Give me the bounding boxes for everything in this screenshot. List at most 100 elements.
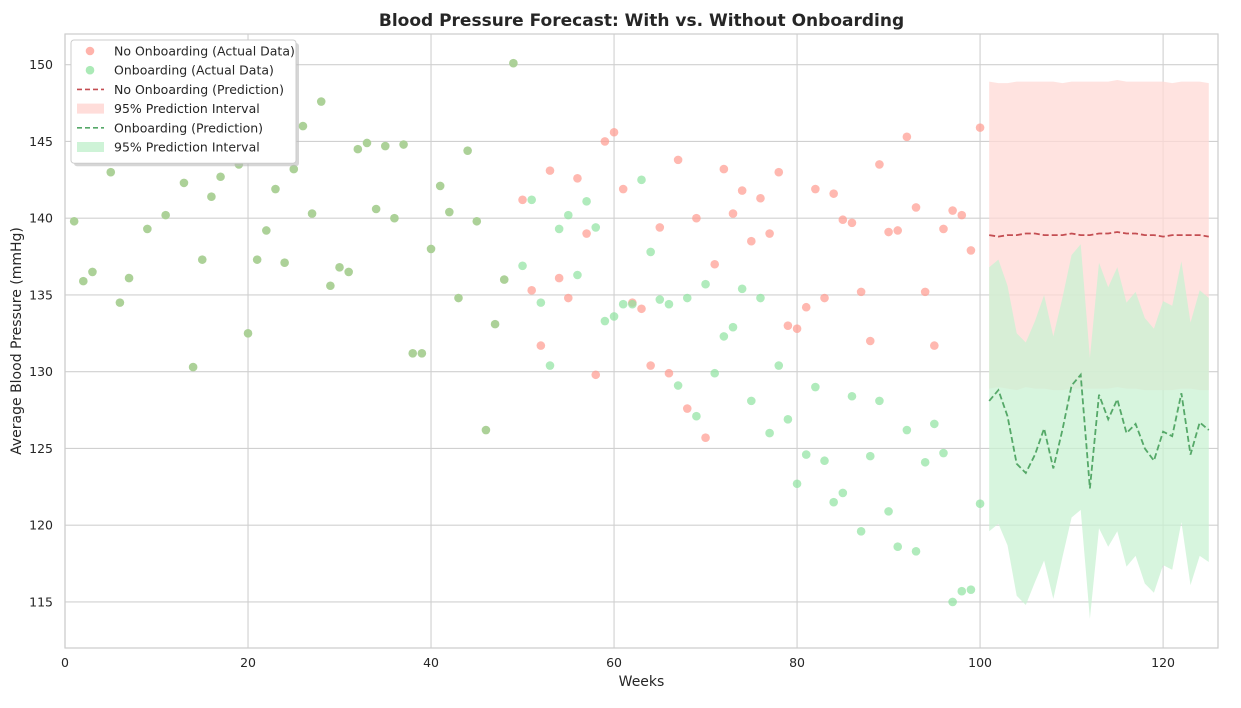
onboarding-point <box>838 488 848 498</box>
overlap-point <box>115 298 125 307</box>
no-onboarding-point <box>673 155 683 165</box>
overlap-point <box>481 425 491 435</box>
onboarding-point <box>966 585 976 594</box>
overlap-point <box>353 144 363 154</box>
overlap-point <box>161 210 170 220</box>
onboarding-point <box>856 527 866 536</box>
overlap-point <box>362 138 372 148</box>
chart-title: Blood Pressure Forecast: With vs. Withou… <box>379 11 904 31</box>
onboarding-point <box>884 507 893 516</box>
onboarding-point <box>811 382 820 392</box>
overlap-point <box>463 146 472 155</box>
onboarding-point <box>609 312 619 321</box>
no-onboarding-point <box>554 273 564 283</box>
overlap-point <box>69 216 79 226</box>
onboarding-point <box>893 542 903 551</box>
no-onboarding-point <box>801 302 811 312</box>
onboarding-point <box>783 414 793 424</box>
no-onboarding-point <box>911 203 921 212</box>
x-tick-label: 20 <box>240 655 256 670</box>
y-tick-labels: 115 120 125 130 135 140 145 150 <box>29 57 53 609</box>
no-onboarding-point <box>609 127 619 137</box>
legend-label: Onboarding (Prediction) <box>114 120 263 135</box>
overlap-point <box>197 255 207 264</box>
onboarding-point <box>957 586 967 596</box>
onboarding-point <box>527 195 536 205</box>
y-tick-label: 135 <box>29 287 53 302</box>
no-onboarding-point <box>692 213 701 223</box>
no-onboarding-point <box>774 167 784 177</box>
legend: No Onboarding (Actual Data) Onboarding (A… <box>70 39 299 167</box>
no-onboarding-point <box>829 189 838 198</box>
onboarding-point <box>847 391 857 401</box>
overlap-point <box>88 267 97 277</box>
overlap-point <box>262 226 271 235</box>
no-onboarding-point <box>582 229 591 238</box>
onboarding-point <box>682 293 692 303</box>
no-onboarding-point <box>856 287 866 297</box>
onboarding-point <box>701 279 710 289</box>
onboarding-point <box>646 247 655 257</box>
no-onboarding-point <box>637 304 646 314</box>
no-onboarding-point <box>847 218 857 228</box>
onboarding-point <box>774 361 784 370</box>
overlap-point <box>298 121 308 131</box>
overlap-point <box>280 258 289 268</box>
onboarding-point <box>820 456 829 466</box>
no-onboarding-point <box>573 173 582 183</box>
onboarding-point <box>911 546 921 556</box>
onboarding-point <box>710 368 720 378</box>
onboarding-point <box>939 448 948 458</box>
overlap-point <box>124 273 134 283</box>
overlap-point <box>380 141 390 151</box>
overlap-point <box>344 267 353 277</box>
onboarding-point <box>829 497 838 507</box>
no-onboarding-point <box>591 370 601 380</box>
onboarding-point <box>975 499 985 509</box>
no-onboarding-point <box>930 341 939 350</box>
overlap-point <box>371 204 381 214</box>
overlap-point <box>79 276 88 286</box>
onboarding-point <box>518 261 527 271</box>
legend-label: 95% Prediction Interval <box>114 101 260 116</box>
onboarding-point <box>582 197 591 206</box>
x-tick-label: 80 <box>789 655 805 670</box>
no-onboarding-point <box>747 236 756 246</box>
overlap-point <box>106 167 116 177</box>
overlap-point <box>207 192 216 202</box>
no-onboarding-point <box>765 229 774 238</box>
no-onboarding-point <box>884 227 893 237</box>
onboarding-point <box>563 210 573 220</box>
overlap-point <box>390 213 399 223</box>
onboarding-point <box>902 425 912 435</box>
no-onboarding-point <box>975 123 985 132</box>
y-tick-label: 145 <box>29 134 53 149</box>
onboarding-prediction-line <box>988 372 1210 489</box>
onboarding-point <box>875 396 884 406</box>
no-onboarding-prediction-line <box>989 231 1209 238</box>
x-tick-label: 120 <box>1151 655 1175 670</box>
prediction-lines <box>988 231 1210 489</box>
y-tick-label: 140 <box>29 211 53 226</box>
overlap-point <box>188 362 198 372</box>
y-tick-label: 150 <box>29 57 53 72</box>
no-onboarding-point <box>655 223 665 232</box>
onboarding-point <box>801 450 811 459</box>
onboarding-point <box>637 175 646 185</box>
no-onboarding-point <box>957 210 967 220</box>
overlap-point <box>271 184 280 194</box>
overlap-point <box>490 319 500 329</box>
no-onboarding-point <box>875 160 884 169</box>
legend-box <box>70 39 297 164</box>
overlap-point <box>472 216 482 226</box>
legend-marker-point <box>85 65 95 75</box>
no-onboarding-point <box>646 361 655 370</box>
onboarding-point <box>664 299 674 309</box>
overlap-point <box>435 181 445 191</box>
no-onboarding-point <box>527 286 536 295</box>
no-onboarding-point <box>783 321 793 330</box>
no-onboarding-point <box>600 137 610 146</box>
no-onboarding-point <box>966 246 976 255</box>
overlap-point <box>417 348 427 358</box>
